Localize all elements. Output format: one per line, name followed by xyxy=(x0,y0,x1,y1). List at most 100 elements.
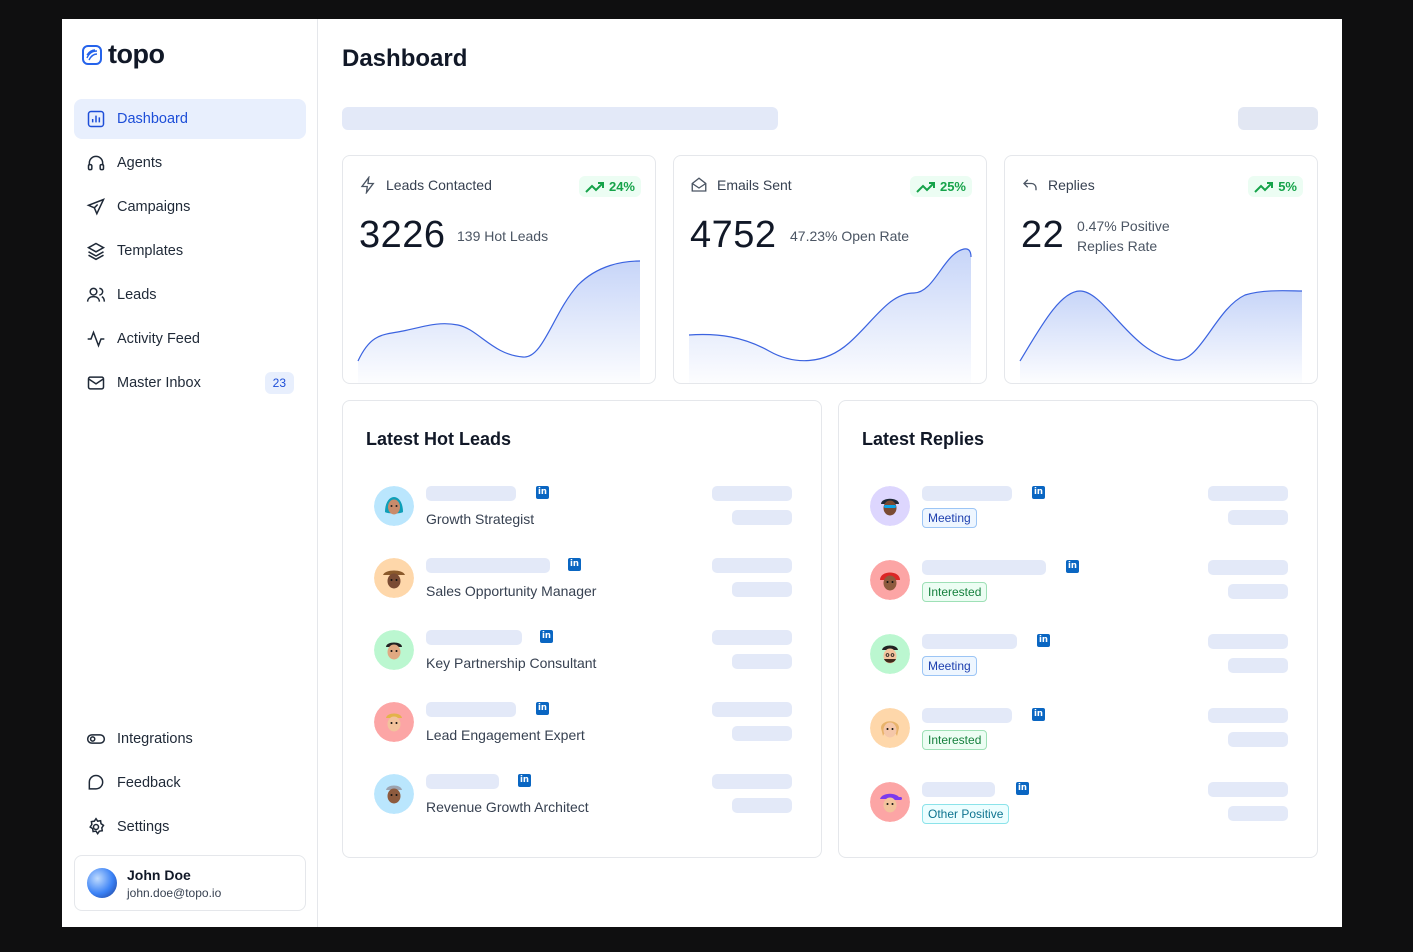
reply-meta-placeholder xyxy=(1208,560,1288,575)
toolbar-placeholder-right xyxy=(1238,107,1318,130)
user-info: John Doe john.doe@topo.io xyxy=(127,867,221,900)
linkedin-icon[interactable]: in xyxy=(540,630,553,643)
reply-name-placeholder xyxy=(922,708,1012,723)
user-profile-card[interactable]: John Doe john.doe@topo.io xyxy=(74,855,306,911)
nav-item-settings[interactable]: Settings xyxy=(74,807,306,847)
stat-label: Leads Contacted xyxy=(386,177,492,193)
lead-avatar xyxy=(374,486,414,526)
reply-meta-placeholder xyxy=(1208,634,1288,649)
linkedin-icon[interactable]: in xyxy=(1032,486,1045,499)
brand-name: topo xyxy=(108,39,165,69)
lead-meta-placeholder xyxy=(732,510,792,525)
stat-subtext: 47.23% Open Rate xyxy=(790,228,910,244)
stat-change-badge: 24% xyxy=(578,176,641,197)
person-avatar-icon xyxy=(870,634,910,674)
latest-hot-leads-card: Latest Hot Leads in Growth Strategist in… xyxy=(342,400,822,858)
lead-name-placeholder xyxy=(426,558,550,573)
stat-header: Emails Sent xyxy=(690,176,792,194)
status-tag-meeting: Meeting xyxy=(922,508,977,528)
nav-item-campaigns[interactable]: Campaigns xyxy=(74,187,306,227)
linkedin-icon[interactable]: in xyxy=(536,702,549,715)
reply-meta-placeholder xyxy=(1208,782,1288,797)
stat-label: Emails Sent xyxy=(717,177,792,193)
card-title: Latest Hot Leads xyxy=(366,429,512,449)
lead-role: Key Partnership Consultant xyxy=(426,655,597,671)
lead-meta-placeholder xyxy=(712,558,792,573)
stat-header: Replies xyxy=(1021,176,1095,194)
stat-value: 4752 xyxy=(690,214,777,256)
status-tag-interested: Interested xyxy=(922,730,988,750)
sparkline-chart xyxy=(357,260,641,383)
stat-card-replies: Replies 5% 22 0.47% Positive Replies Rat… xyxy=(1004,155,1318,384)
lead-name-placeholder xyxy=(426,702,516,717)
nav-label: Templates xyxy=(117,243,184,259)
reply-avatar xyxy=(870,486,910,526)
nav-item-dashboard[interactable]: Dashboard xyxy=(74,99,306,139)
lead-name-placeholder xyxy=(426,774,499,789)
lead-row[interactable]: in Revenue Growth Architect xyxy=(374,772,792,822)
main-content: Dashboard Leads Contacted 24% 3226 139 H… xyxy=(318,19,1342,927)
brand-logo[interactable]: topo xyxy=(82,39,165,70)
user-avatar xyxy=(87,868,117,898)
lead-meta-placeholder xyxy=(732,654,792,669)
status-tag-other-positive: Other Positive xyxy=(922,804,1010,824)
stat-subtext: 139 Hot Leads xyxy=(457,228,549,244)
nav-item-master-inbox[interactable]: Master Inbox 23 xyxy=(74,363,306,403)
linkedin-icon[interactable]: in xyxy=(536,486,549,499)
lead-row[interactable]: in Growth Strategist xyxy=(374,484,792,534)
stat-change-badge: 5% xyxy=(1248,176,1303,197)
nav-item-templates[interactable]: Templates xyxy=(74,231,306,271)
card-title: Latest Replies xyxy=(862,429,985,449)
reply-meta-placeholder xyxy=(1228,732,1288,747)
trend-up-icon xyxy=(916,181,935,193)
nav-label: Activity Feed xyxy=(117,331,200,347)
linkedin-icon[interactable]: in xyxy=(1016,782,1029,795)
stat-card-emails-sent: Emails Sent 25% 4752 47.23% Open Rate xyxy=(673,155,987,384)
lead-meta-placeholder xyxy=(732,582,792,597)
lead-row[interactable]: in Lead Engagement Expert xyxy=(374,700,792,750)
nav-item-agents[interactable]: Agents xyxy=(74,143,306,183)
stat-subtext-line: Replies Rate xyxy=(1077,238,1158,254)
nav-item-leads[interactable]: Leads xyxy=(74,275,306,315)
lead-row[interactable]: in Key Partnership Consultant xyxy=(374,628,792,678)
linkedin-icon[interactable]: in xyxy=(1032,708,1045,721)
latest-replies-card: Latest Replies in Meeting in Interested xyxy=(838,400,1318,858)
lead-meta-placeholder xyxy=(732,798,792,813)
chat-icon xyxy=(88,774,104,790)
nav-item-feedback[interactable]: Feedback xyxy=(74,763,306,803)
reply-avatar xyxy=(870,708,910,748)
nav-label: Integrations xyxy=(117,731,193,747)
nav-item-activity-feed[interactable]: Activity Feed xyxy=(74,319,306,359)
stat-subtext-line: 0.47% Positive xyxy=(1077,218,1170,234)
linkedin-icon[interactable]: in xyxy=(518,774,531,787)
lead-avatar xyxy=(374,558,414,598)
stat-value: 3226 xyxy=(359,214,446,256)
lead-avatar xyxy=(374,774,414,814)
reply-row[interactable]: in Meeting xyxy=(870,632,1288,682)
sparkline-chart xyxy=(1019,290,1303,383)
reply-row[interactable]: in Interested xyxy=(870,558,1288,608)
reply-row[interactable]: in Meeting xyxy=(870,484,1288,534)
gear-icon xyxy=(89,817,105,836)
reply-meta-placeholder xyxy=(1208,486,1288,501)
linkedin-icon[interactable]: in xyxy=(1037,634,1050,647)
activity-icon xyxy=(87,330,105,348)
user-email: john.doe@topo.io xyxy=(127,885,222,900)
reply-name-placeholder xyxy=(922,634,1017,649)
stat-value: 22 xyxy=(1021,214,1065,256)
users-icon xyxy=(86,287,106,302)
lead-role: Revenue Growth Architect xyxy=(426,799,589,815)
reply-row[interactable]: in Interested xyxy=(870,706,1288,756)
stat-subtext: 0.47% Positive Replies Rate xyxy=(1077,216,1170,256)
nav-item-integrations[interactable]: Integrations xyxy=(74,719,306,759)
linkedin-icon[interactable]: in xyxy=(1066,560,1079,573)
linkedin-icon[interactable]: in xyxy=(568,558,581,571)
stat-change-value: 24% xyxy=(608,179,635,194)
reply-row[interactable]: in Other Positive xyxy=(870,780,1288,830)
stat-change-value: 5% xyxy=(1278,179,1297,194)
reply-meta-placeholder xyxy=(1228,510,1288,525)
lead-row[interactable]: in Sales Opportunity Manager xyxy=(374,556,792,606)
trend-up-icon xyxy=(1254,181,1274,193)
nav-label: Dashboard xyxy=(117,111,188,127)
person-avatar-icon xyxy=(374,774,414,814)
